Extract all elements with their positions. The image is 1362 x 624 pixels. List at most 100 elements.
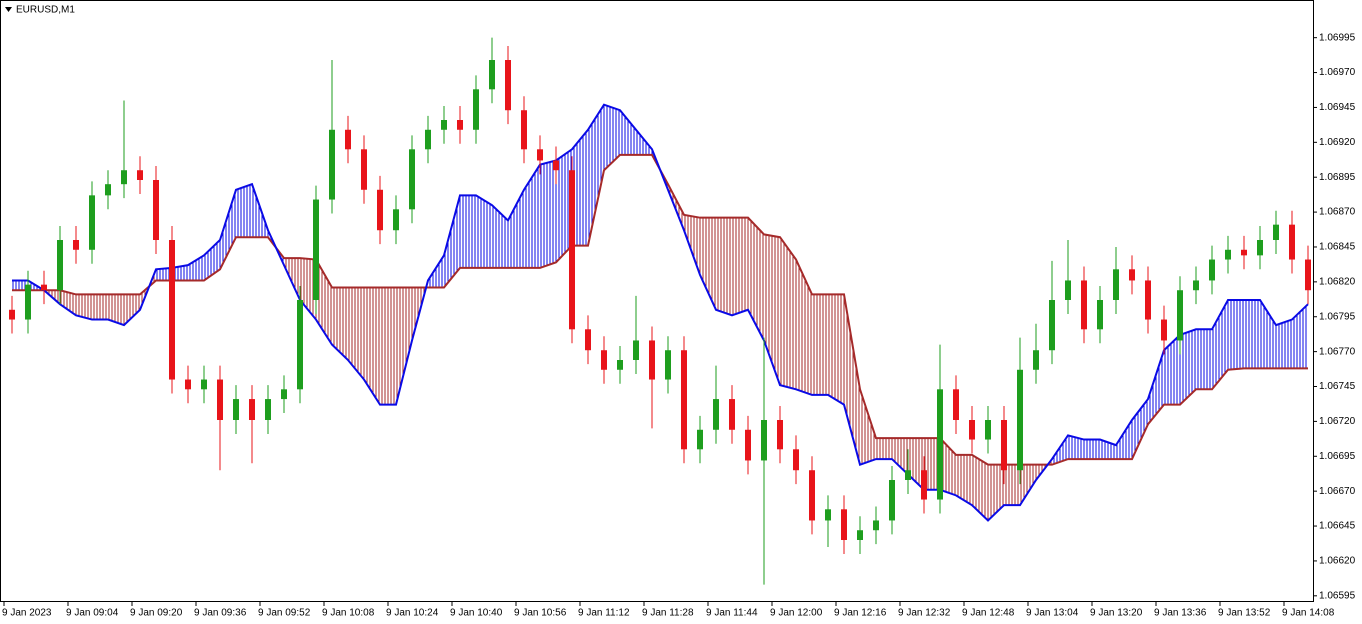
candle-body — [409, 149, 415, 210]
candle-body — [1049, 300, 1055, 351]
candle-body — [73, 240, 79, 250]
cloud-segment — [1276, 319, 1292, 369]
candle-body — [665, 350, 671, 380]
span-a-line — [12, 103, 1309, 522]
cloud-segment — [1164, 334, 1180, 405]
candle-body — [809, 470, 815, 521]
candle-body — [201, 379, 207, 390]
y-tick-label: 1.06670 — [1319, 486, 1356, 497]
candle-body — [713, 399, 719, 430]
candle-body — [137, 170, 143, 180]
cloud-segment — [572, 129, 588, 246]
cloud-segment — [380, 287, 396, 405]
x-tick-label: 9 Jan 12:48 — [962, 608, 1015, 619]
candle-body — [889, 480, 895, 521]
y-tick-label: 1.06795 — [1319, 311, 1356, 322]
candle-body — [793, 449, 799, 471]
x-tick-label: 9 Jan 13:04 — [1026, 608, 1079, 619]
cloud-segment — [12, 280, 28, 291]
x-tick-label: 9 Jan 13:36 — [1154, 608, 1207, 619]
candle-body — [441, 120, 447, 130]
candle-body — [585, 329, 591, 351]
candle-body — [377, 189, 383, 231]
candle-body — [921, 470, 927, 500]
cloud-segment — [732, 217, 748, 316]
candle-body — [745, 429, 751, 461]
y-tick-label: 1.06895 — [1319, 172, 1356, 183]
cloud-segment — [444, 195, 460, 288]
candle-body — [905, 470, 911, 480]
candle-body — [617, 360, 623, 370]
cloud-segment — [828, 294, 844, 405]
cloud-segment — [76, 294, 92, 320]
candle-body — [505, 60, 511, 111]
candle-body — [281, 389, 287, 400]
candle-body — [1241, 249, 1247, 256]
candle-body — [825, 509, 831, 521]
candle-body — [473, 89, 479, 130]
x-tick-label: 9 Jan 11:44 — [706, 608, 758, 619]
candle-body — [1113, 269, 1119, 300]
cloud-segment — [204, 240, 220, 281]
y-tick-label: 1.06970 — [1319, 67, 1356, 78]
candle-body — [57, 240, 63, 291]
x-tick-label: 9 Jan 13:52 — [1218, 608, 1271, 619]
cloud-segment — [348, 287, 364, 380]
x-tick-label: 9 Jan 10:56 — [514, 608, 567, 619]
candle-body — [297, 300, 303, 390]
cloud-segment — [1132, 399, 1148, 460]
candle-body — [105, 184, 111, 196]
cloud-segment — [476, 195, 492, 268]
candle-body — [1129, 269, 1135, 281]
candle-body — [1209, 259, 1215, 281]
candle-body — [425, 129, 431, 150]
cloud-segment — [588, 104, 604, 246]
candle-body — [969, 420, 975, 440]
cloud-segment — [1196, 329, 1212, 390]
x-tick-label: 9 Jan 13:20 — [1090, 608, 1143, 619]
y-tick-label: 1.06845 — [1319, 242, 1356, 253]
candle-body — [1033, 350, 1039, 370]
cloud-segment — [796, 259, 812, 395]
candle-body — [217, 379, 223, 420]
candle-body — [1305, 259, 1311, 291]
y-tick-label: 1.06620 — [1319, 556, 1356, 567]
cloud-segment — [764, 234, 780, 386]
candle-body — [873, 520, 879, 531]
candle-body — [169, 240, 175, 380]
candle-body — [521, 110, 527, 150]
x-tick-label: 9 Jan 11:12 — [578, 608, 630, 619]
cloud-segment — [684, 214, 700, 275]
candle-body — [1001, 420, 1007, 471]
cloud-segment — [1180, 329, 1196, 405]
cloud-segment — [1292, 304, 1308, 369]
candle-body — [313, 199, 319, 300]
cloud-segment — [716, 217, 732, 316]
cloud-segment — [124, 294, 140, 326]
y-tick-label: 1.06870 — [1319, 207, 1356, 218]
cloud-segment — [956, 454, 972, 506]
candle-body — [1081, 280, 1087, 330]
cloud-segment — [508, 189, 524, 268]
candle-body — [1193, 280, 1199, 291]
candle-body — [41, 284, 47, 291]
candle-body — [1161, 319, 1167, 341]
cloud-segment — [540, 160, 556, 268]
candle-body — [1289, 224, 1295, 260]
x-tick-label: 9 Jan 11:28 — [642, 608, 694, 619]
chart-title: EURUSD,M1 — [16, 5, 75, 16]
cloud-segment — [924, 438, 940, 490]
candle-body — [633, 340, 639, 360]
candle-body — [89, 195, 95, 250]
x-tick-label: 9 Jan 09:04 — [66, 608, 119, 619]
candle-body — [681, 350, 687, 450]
cloud-segment — [524, 164, 540, 268]
menu-arrow[interactable] — [5, 7, 12, 12]
cloud-segment — [748, 217, 764, 341]
cloud-segment — [60, 290, 76, 316]
cloud-segment — [1228, 300, 1244, 370]
cloud-segment — [972, 454, 988, 521]
x-tick-label: 9 Jan 12:32 — [898, 608, 951, 619]
candle-body — [841, 509, 847, 540]
cloud-segment — [1116, 420, 1132, 460]
